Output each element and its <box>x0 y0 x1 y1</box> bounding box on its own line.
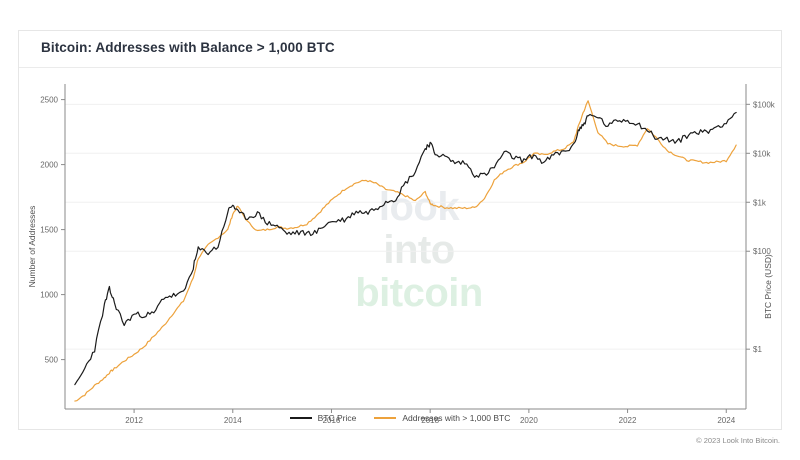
chart-svg: 500 1000 1500 2000 2500 Number of Addresses $1… <box>27 84 776 425</box>
y-axis-left-tick-label: 1000 <box>40 291 58 300</box>
card-header: Bitcoin: Addresses with Balance > 1,000 … <box>19 31 781 68</box>
x-axis-tick-label: 2024 <box>717 416 735 425</box>
x-axis-tick-label: 2020 <box>520 416 538 425</box>
y-axis-right-title: BTC Price (USD) <box>763 254 773 319</box>
page-title: Bitcoin: Addresses with Balance > 1,000 … <box>41 40 335 55</box>
chart-plot-area: look into bitcoin 500 1000 1500 2000 2500 Num… <box>19 68 781 431</box>
axes <box>64 84 747 410</box>
y-axis-left-tick-label: 2500 <box>40 96 58 105</box>
y-axis-left-tick-label: 500 <box>45 356 59 365</box>
legend-label: Addresses with > 1,000 BTC <box>402 413 511 423</box>
legend-swatch-icon <box>374 417 397 419</box>
y-axis-left-tick-label: 1500 <box>40 226 58 235</box>
chart-card: Bitcoin: Addresses with Balance > 1,000 … <box>18 30 782 430</box>
x-axis-tick-label: 2022 <box>619 416 637 425</box>
chart-legend: BTC Price Addresses with > 1,000 BTC <box>19 413 781 423</box>
x-axis: 2012 2014 2016 2018 2020 2022 2024 <box>125 409 736 425</box>
legend-item[interactable]: BTC Price <box>289 413 357 423</box>
y-axis-right-tick-label: $1k <box>753 198 767 207</box>
y-axis-left: 500 1000 1500 2000 2500 <box>40 96 65 365</box>
y-axis-right: $1 $100 $1k $10k $100k <box>746 100 776 354</box>
x-axis-tick-label: 2018 <box>421 416 439 425</box>
y-axis-right-tick-label: $100 <box>753 247 771 256</box>
y-axis-right-tick-label: $1 <box>753 345 762 354</box>
y-axis-right-tick-label: $10k <box>753 149 771 158</box>
copyright-credit: © 2023 Look Into Bitcoin. <box>696 436 780 445</box>
y-axis-right-tick-label: $100k <box>753 100 776 109</box>
x-axis-tick-label: 2016 <box>323 416 341 425</box>
legend-item[interactable]: Addresses with > 1,000 BTC <box>374 413 510 423</box>
x-axis-tick-label: 2014 <box>224 416 242 425</box>
y-axis-left-title: Number of Addresses <box>27 206 37 288</box>
legend-swatch-icon <box>289 417 312 419</box>
data-series <box>74 100 737 402</box>
series-line-addresses <box>74 100 737 402</box>
series-line-btc-price <box>74 111 737 386</box>
y-axis-left-tick-label: 2000 <box>40 161 58 170</box>
legend-label: BTC Price <box>317 413 357 423</box>
gridlines <box>65 103 746 350</box>
x-axis-tick-label: 2012 <box>125 416 143 425</box>
